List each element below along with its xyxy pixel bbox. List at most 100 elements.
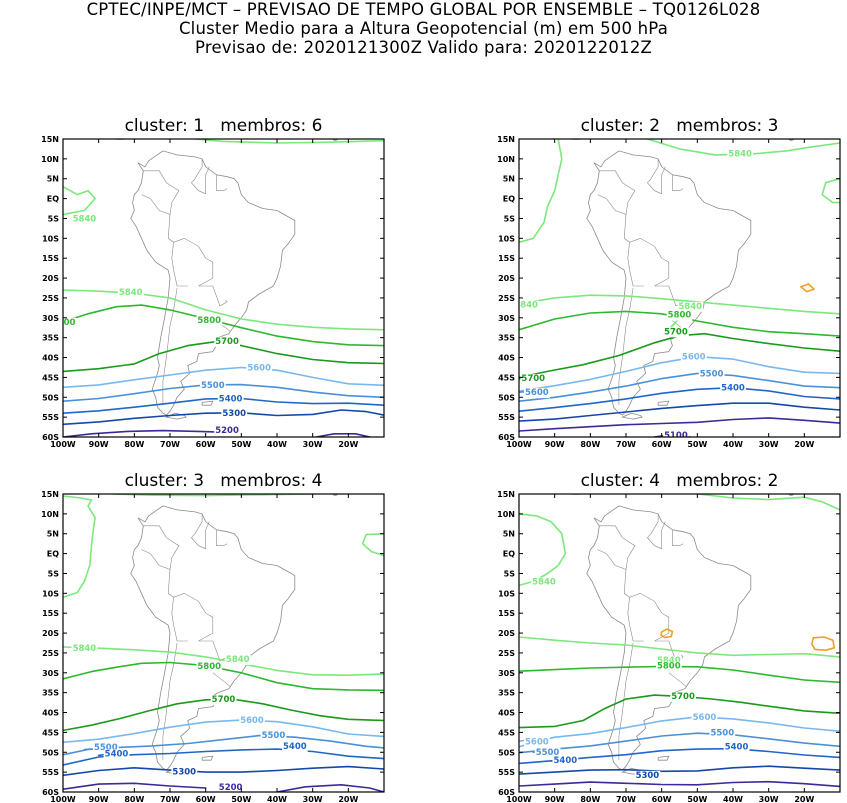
country-border (629, 592, 670, 642)
contour-label: 5500 (710, 728, 734, 738)
y-tick-label: 15S (498, 254, 515, 263)
contour-label: 5500 (262, 731, 286, 741)
y-tick-label: 50S (498, 748, 515, 757)
y-tick-label: 25S (498, 294, 515, 303)
country-border (141, 194, 174, 243)
y-tick-label: 30S (498, 669, 515, 678)
contour-label: 5840 (532, 577, 556, 587)
x-tick-label: 60W (196, 795, 216, 803)
contour-label: 5400 (725, 743, 749, 753)
contour-label: 5400 (283, 742, 307, 752)
country-border (672, 174, 684, 191)
x-tick-label: 50W (687, 795, 707, 803)
x-tick-label: 70W (616, 440, 636, 449)
y-tick-label: 15N (497, 490, 515, 499)
y-tick-label: 45S (498, 373, 515, 382)
y-tick-label: 5N (503, 530, 515, 539)
x-tick-label: 20W (338, 795, 358, 803)
x-tick-label: 40W (723, 795, 743, 803)
contour-5200 (519, 417, 840, 432)
country-border (661, 166, 666, 194)
contour-label: 5840 (678, 302, 702, 312)
contour-label: 5600 (525, 388, 549, 398)
x-tick-label: 30W (759, 440, 779, 449)
x-tick-label: 80W (580, 440, 600, 449)
contour-label: 5600 (247, 363, 271, 373)
country-border (216, 174, 228, 191)
x-tick-label: 20W (338, 440, 358, 449)
x-tick-label: 90W (545, 795, 565, 803)
coastline (130, 505, 296, 771)
country-border (141, 549, 174, 598)
y-tick-label: 35S (42, 689, 59, 698)
contour-label: 5200 (219, 783, 243, 793)
country-border (198, 285, 228, 307)
x-tick-label: 70W (616, 795, 636, 803)
y-tick-label: 25S (498, 649, 515, 658)
country-border (618, 287, 634, 406)
y-tick-label: 20S (498, 274, 515, 283)
y-tick-label: 60S (42, 433, 59, 442)
contour-label: 5100 (664, 431, 688, 441)
x-tick-label: 90W (545, 440, 565, 449)
contour-5300 (519, 402, 840, 422)
contour-label: 5700 (664, 327, 688, 337)
y-tick-label: 5S (504, 214, 516, 223)
x-tick-label: 100W (506, 795, 532, 803)
y-tick-label: EQ (503, 195, 515, 204)
x-tick-label: 100W (50, 440, 76, 449)
country-border (597, 194, 630, 243)
x-tick-label: 50W (231, 440, 251, 449)
y-tick-label: 10S (42, 234, 59, 243)
contour-5840 (63, 646, 384, 677)
contour-label: 5400 (105, 749, 129, 759)
header-dates: Previsao de: 2020121300Z Valido para: 20… (194, 38, 653, 57)
contour-label: 5400 (721, 384, 745, 394)
y-tick-label: 60S (498, 433, 515, 442)
panel-title: cluster: 1 membros: 6 (125, 116, 323, 136)
contour-5840 (519, 139, 563, 244)
y-tick-label: 15S (42, 254, 59, 263)
x-tick-label: 60W (196, 440, 216, 449)
y-tick-label: 15S (498, 609, 515, 618)
country-border (599, 525, 636, 570)
island-outline (657, 400, 670, 406)
contour-label: 5700 (215, 337, 239, 347)
contour-label: 5600 (240, 716, 264, 726)
x-tick-label: 80W (580, 795, 600, 803)
y-tick-label: 35S (498, 334, 515, 343)
y-tick-label: 50S (42, 393, 59, 402)
x-tick-label: 90W (89, 440, 109, 449)
contour-5840 (63, 289, 384, 331)
plot-frame (518, 138, 841, 438)
country-border (205, 521, 210, 549)
x-tick-label: 70W (160, 795, 180, 803)
contour-label: 5800 (668, 311, 692, 321)
contour-5200 (276, 783, 384, 792)
x-tick-label: 40W (267, 440, 287, 449)
y-tick-label: 10N (497, 155, 515, 164)
y-tick-label: 25S (42, 294, 59, 303)
plot-area (519, 494, 840, 792)
country-border (629, 237, 670, 287)
contour-5300 (63, 765, 384, 777)
y-tick-label: 20S (42, 629, 59, 638)
contour-label: 800 (58, 318, 76, 328)
figure-header: CPTEC/INPE/MCT – PREVISAO DE TEMPO GLOBA… (0, 0, 847, 57)
y-tick-label: 50S (498, 393, 515, 402)
contour-label: 5200 (215, 426, 239, 436)
panel-title: cluster: 4 membros: 2 (581, 471, 779, 491)
contour-5200 (63, 782, 207, 791)
panel-title: cluster: 2 membros: 3 (581, 116, 779, 136)
map-layer (572, 139, 794, 420)
contour-5840 (519, 294, 840, 315)
contour-label: 5500 (94, 743, 118, 753)
coastline (586, 150, 752, 416)
contour-label: 5300 (172, 768, 196, 778)
country-border (646, 513, 662, 550)
contour-5880 (660, 628, 674, 639)
panel-title: cluster: 3 membros: 4 (125, 471, 323, 491)
y-tick-label: 10S (498, 234, 515, 243)
y-tick-label: EQ (47, 550, 59, 559)
